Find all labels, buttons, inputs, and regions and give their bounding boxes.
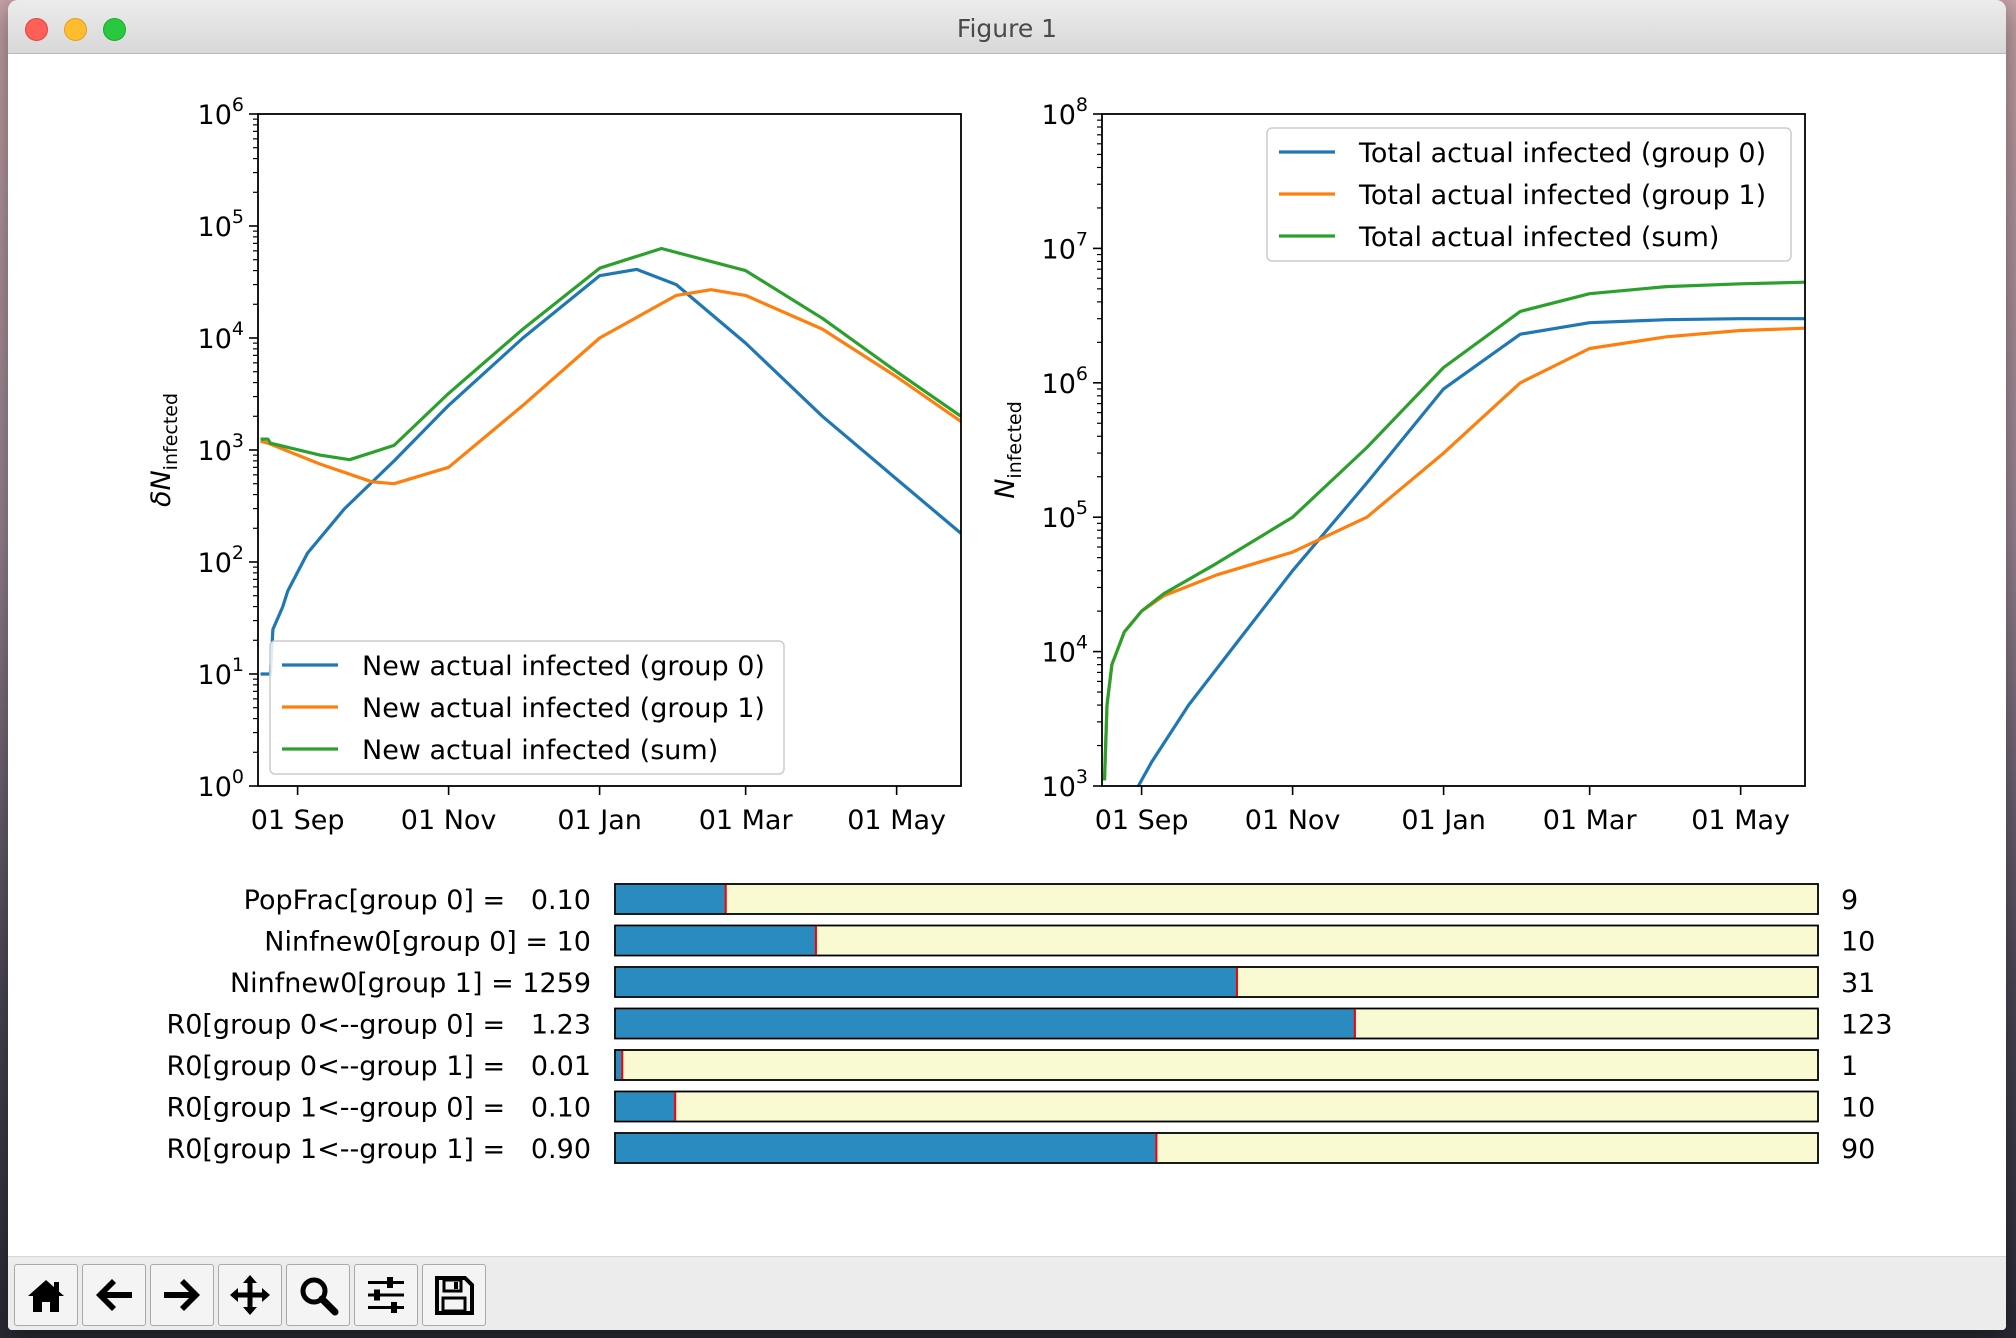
slider-value: 10 (1841, 1093, 1875, 1124)
legend-entry: New actual infected (group 0) (362, 651, 765, 682)
save-icon (435, 1276, 474, 1315)
y-tick-label: 101 (198, 654, 244, 691)
slider-value: 1 (1841, 1051, 1858, 1082)
slider-label: R0[group 0<--group 0] = 1.23 (166, 1010, 591, 1041)
slider-value: 10 (1841, 927, 1875, 958)
slider-track (614, 883, 1819, 915)
legend-box (1266, 127, 1792, 262)
save-button[interactable] (422, 1264, 486, 1326)
x-tick-label: 01 Sep (1095, 805, 1189, 836)
arrow-left-icon (96, 1279, 132, 1311)
home-button[interactable] (14, 1264, 78, 1326)
x-tick-label: 01 Nov (401, 805, 497, 836)
sliders-icon (368, 1277, 404, 1313)
x-tick-label: 01 May (1691, 805, 1790, 836)
forward-button[interactable] (150, 1264, 214, 1326)
slider-value: 123 (1841, 1010, 1893, 1041)
slider-fill (616, 926, 817, 955)
y-axis-label: δNinfected (146, 393, 182, 507)
slider-label: R0[group 0<--group 1] = 0.01 (166, 1051, 591, 1082)
slider[interactable]: Ninfnew0[group 1] = 1259 31 (230, 966, 1875, 999)
slider[interactable]: R0[group 0<--group 1] = 0.01 1 (166, 1049, 1858, 1082)
y-tick-label: 105 (1042, 497, 1088, 534)
y-tick-label: 100 (198, 766, 244, 803)
legend: New actual infected (group 0) New actual … (269, 640, 785, 775)
slider-label: R0[group 1<--group 1] = 0.90 (166, 1134, 591, 1165)
x-tick-label: 01 Jan (557, 805, 642, 836)
chart-panel-1: 100 101 102 103 104 105 106 01 Sep 01 Nov 01 Jan 0… (146, 94, 962, 836)
move-icon (230, 1275, 270, 1315)
slider-fill (616, 1051, 624, 1079)
series-line-3 (260, 246, 961, 462)
slider-value: 9 (1841, 885, 1858, 916)
y-axis-label: Ninfected (990, 401, 1026, 499)
slider-value: 31 (1841, 968, 1875, 999)
x-tick-label: 01 Nov (1245, 805, 1341, 836)
legend-entry: New actual infected (group 1) (362, 693, 765, 724)
slider-label: Ninfnew0[group 1] = 1259 (230, 968, 591, 999)
x-tick-label: 01 Mar (699, 805, 794, 836)
back-button[interactable] (82, 1264, 146, 1326)
search-icon (300, 1277, 339, 1316)
slider[interactable]: R0[group 0<--group 0] = 1.23 123 (166, 1007, 1893, 1041)
pan-button[interactable] (218, 1264, 282, 1326)
slider-fill (616, 1009, 1356, 1038)
zoom-button[interactable] (286, 1264, 350, 1326)
slider-fill (616, 1092, 677, 1121)
home-icon (28, 1280, 64, 1312)
maximize-window-button[interactable] (103, 18, 126, 41)
y-tick-label: 103 (1042, 766, 1088, 803)
series-line-1 (1136, 317, 1805, 786)
slider[interactable]: R0[group 1<--group 0] = 0.10 10 (166, 1090, 1875, 1124)
navigation-toolbar (8, 1256, 2006, 1330)
x-tick-label: 01 May (847, 805, 946, 836)
slider-label: R0[group 1<--group 0] = 0.10 (166, 1093, 591, 1124)
y-tick-label: 107 (1042, 228, 1088, 265)
title-bar[interactable]: Figure 1 (8, 0, 2006, 54)
y-tick-label: 105 (198, 206, 244, 243)
x-tick-label: 01 Sep (251, 805, 345, 836)
window-title: Figure 1 (956, 14, 1058, 43)
x-tick-label: 01 Jan (1401, 805, 1486, 836)
slider-label: PopFrac[group 0] = 0.10 (244, 885, 591, 916)
slider-track (614, 1049, 1819, 1081)
legend-box (269, 640, 785, 775)
slider-track (614, 1090, 1819, 1123)
y-tick-label: 106 (198, 94, 244, 131)
y-tick-label: 102 (198, 542, 244, 579)
y-tick-label: 104 (198, 318, 244, 355)
slider-fill (616, 1134, 1158, 1162)
legend-entry: Total actual infected (group 1) (1358, 180, 1766, 211)
y-tick-label: 103 (198, 430, 244, 467)
series-line-3 (1102, 280, 1805, 781)
legend-entry: Total actual infected (group 0) (1358, 138, 1766, 169)
legend-entry: Total actual infected (sum) (1358, 222, 1719, 253)
slider[interactable]: Ninfnew0[group 0] = 10 10 (264, 924, 1875, 958)
y-tick-label: 106 (1042, 363, 1088, 400)
arrow-right-icon (164, 1279, 200, 1311)
configure-subplots-button[interactable] (354, 1264, 418, 1326)
slider-fill (616, 968, 1238, 996)
legend-entry: New actual infected (sum) (362, 735, 718, 766)
x-tick-label: 01 Mar (1543, 805, 1638, 836)
slider-label: Ninfnew0[group 0] = 10 (264, 927, 591, 958)
close-window-button[interactable] (25, 18, 48, 41)
minimize-window-button[interactable] (64, 18, 87, 41)
slider[interactable]: PopFrac[group 0] = 0.10 9 (244, 883, 1859, 916)
slider-fill (616, 885, 727, 913)
chart-panel-2: 103 104 105 106 107 108 01 Sep 01 Nov 01 Jan 01 M… (990, 94, 1806, 836)
series-line-1 (260, 267, 961, 676)
y-tick-label: 108 (1042, 94, 1088, 131)
slider[interactable]: R0[group 1<--group 1] = 0.90 90 (166, 1132, 1875, 1165)
plot-frame (1101, 113, 1806, 787)
series-line-2 (260, 288, 961, 486)
slider-value: 90 (1841, 1134, 1875, 1165)
figure-window: Figure 1 100 101 102 103 104 105 106 01 Sep 01 N… (8, 0, 2006, 1330)
series-line-2 (1102, 326, 1805, 781)
y-tick-label: 104 (1042, 632, 1088, 669)
legend: Total actual infected (group 0) Total act… (1266, 127, 1792, 262)
